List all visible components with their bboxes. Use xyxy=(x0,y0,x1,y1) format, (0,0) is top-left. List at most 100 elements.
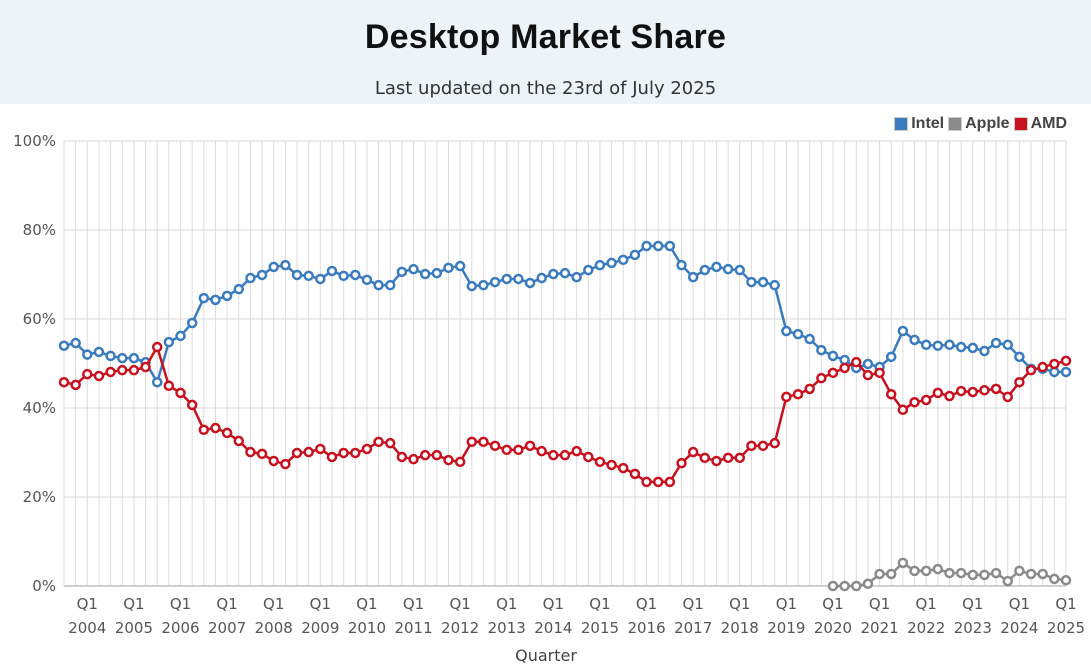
data-point-amd xyxy=(536,445,547,457)
data-point-amd xyxy=(734,452,746,464)
data-point-intel xyxy=(676,259,687,271)
data-point-intel xyxy=(792,328,804,340)
data-point-intel xyxy=(396,266,408,278)
data-point-amd xyxy=(932,387,944,399)
data-point-intel xyxy=(338,270,349,282)
data-point-intel xyxy=(489,276,501,288)
data-point-intel xyxy=(82,349,93,360)
data-point-amd xyxy=(443,454,454,466)
y-axis-ticks: 0% 20% 40% 60% 80% 100% xyxy=(13,132,56,595)
data-point-amd xyxy=(489,440,501,452)
data-point-amd xyxy=(524,440,536,452)
data-point-intel xyxy=(920,339,932,351)
x-tick-year: 2017 xyxy=(674,619,712,637)
data-point-amd xyxy=(594,456,606,468)
data-point-amd xyxy=(769,437,780,449)
data-point-amd xyxy=(186,399,198,411)
page-title: Desktop Market Share xyxy=(364,18,727,56)
data-point-apple xyxy=(1049,573,1060,585)
legend-swatch-amd xyxy=(1013,117,1028,131)
legend-swatch-apple xyxy=(948,117,963,131)
x-axis-label: Quarter xyxy=(515,646,577,665)
data-point-intel xyxy=(757,276,769,288)
data-point-amd xyxy=(920,394,932,406)
data-point-intel xyxy=(781,325,792,337)
data-point-intel xyxy=(687,271,699,283)
x-tick-quarter: Q1 xyxy=(263,595,284,613)
data-point-amd xyxy=(746,440,757,452)
data-point-intel xyxy=(163,336,175,348)
x-tick-year: 2021 xyxy=(860,619,898,637)
x-tick-year: 2010 xyxy=(348,619,386,637)
data-point-intel xyxy=(186,317,198,329)
data-point-intel xyxy=(524,277,536,289)
data-point-amd xyxy=(256,448,268,460)
data-point-amd xyxy=(513,444,524,456)
data-point-apple xyxy=(932,563,944,575)
data-point-apple xyxy=(979,569,990,581)
x-tick-quarter: Q1 xyxy=(496,595,517,613)
last-updated-subtitle: Last updated on the 23rd of July 2025 xyxy=(374,78,717,99)
data-point-amd xyxy=(583,451,594,463)
x-tick-year: 2024 xyxy=(1000,619,1038,637)
data-point-intel xyxy=(897,325,909,337)
data-point-apple xyxy=(1037,568,1048,580)
data-point-amd xyxy=(618,462,629,474)
data-point-amd xyxy=(687,446,699,458)
data-point-apple xyxy=(967,569,979,581)
data-point-amd xyxy=(466,436,478,448)
data-point-amd xyxy=(571,445,582,457)
data-point-intel xyxy=(909,334,920,346)
chart-legend: Intel Apple AMD xyxy=(890,115,1067,133)
data-point-amd xyxy=(70,379,81,391)
legend-item-amd[interactable]: AMD xyxy=(1013,115,1067,133)
data-point-intel xyxy=(419,268,431,280)
data-point-amd xyxy=(128,364,140,376)
data-point-apple xyxy=(1014,565,1025,577)
x-tick-quarter: Q1 xyxy=(449,595,470,613)
x-tick-year: 2007 xyxy=(208,619,246,637)
data-point-intel xyxy=(117,352,128,364)
data-point-apple xyxy=(1060,574,1072,586)
x-tick-quarter: Q1 xyxy=(962,595,983,613)
data-point-amd xyxy=(245,446,256,458)
legend-label-apple: Apple xyxy=(965,115,1010,132)
x-tick-quarter: Q1 xyxy=(1055,595,1076,613)
legend-label-intel: Intel xyxy=(911,115,945,132)
data-point-intel xyxy=(373,279,384,291)
data-point-amd xyxy=(82,368,93,380)
data-point-intel xyxy=(105,350,116,362)
data-point-amd xyxy=(827,367,839,379)
data-point-amd xyxy=(781,391,792,403)
data-point-intel xyxy=(641,240,652,252)
legend-item-apple[interactable]: Apple xyxy=(948,115,1010,133)
data-point-intel xyxy=(454,260,466,272)
data-point-intel xyxy=(70,337,81,349)
data-point-amd xyxy=(384,437,396,449)
data-point-amd xyxy=(1025,364,1037,376)
data-point-amd xyxy=(315,443,326,455)
x-tick-quarter: Q1 xyxy=(916,595,937,613)
data-point-amd xyxy=(210,422,221,434)
y-tick-label: 100% xyxy=(13,132,56,150)
data-point-amd xyxy=(93,370,105,382)
x-tick-quarter: Q1 xyxy=(170,595,191,613)
data-point-intel xyxy=(466,280,478,292)
legend-item-intel[interactable]: Intel xyxy=(894,115,944,133)
x-tick-quarter: Q1 xyxy=(310,595,331,613)
series-amd xyxy=(58,341,1072,488)
data-point-intel xyxy=(664,240,676,252)
data-point-amd xyxy=(548,449,559,461)
data-point-amd xyxy=(175,387,186,399)
data-point-amd xyxy=(431,449,443,461)
data-point-amd xyxy=(326,451,338,463)
data-point-apple xyxy=(862,578,874,590)
data-point-amd xyxy=(350,447,361,459)
data-point-apple xyxy=(897,557,909,569)
data-point-amd xyxy=(151,341,163,353)
x-tick-quarter: Q1 xyxy=(729,595,750,613)
data-point-apple xyxy=(909,565,920,577)
data-point-intel xyxy=(734,264,746,276)
x-tick-quarter: Q1 xyxy=(869,595,890,613)
data-point-intel xyxy=(303,270,314,282)
